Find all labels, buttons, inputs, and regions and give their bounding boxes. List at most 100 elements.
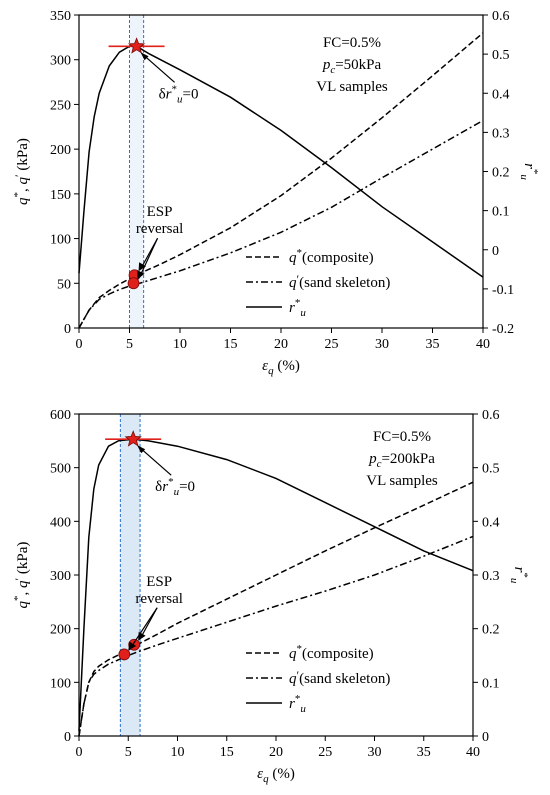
annotation-pc-part: p	[322, 57, 331, 73]
annotation-pc: pc=200kPa	[368, 451, 435, 470]
annotation-pc: pc=50kPa	[322, 57, 382, 76]
y-right-tick-label: -0.2	[492, 322, 514, 337]
annotation-samples: VL samples	[366, 473, 438, 489]
legend: q*(composite) q′(sand skeleton) r*u	[246, 643, 390, 715]
y-left-axis-title-part: (kPa)	[15, 138, 31, 174]
legend-label-part: q	[289, 275, 297, 291]
legend-label-part: u	[300, 703, 306, 715]
legend-label-part: (composite)	[302, 646, 374, 662]
x-tick-label: 20	[274, 337, 288, 352]
y-right-axis-title-part: u	[518, 174, 530, 180]
y-left-tick-label: 250	[50, 98, 71, 113]
esp-arrow	[138, 237, 159, 278]
legend-label: q*(composite)	[289, 643, 374, 662]
y-left-tick-label: 100	[50, 233, 71, 248]
y-right-axis-title: r*u	[518, 163, 540, 180]
x-axis-title-part: ε	[257, 766, 263, 782]
legend-label-part: q	[289, 671, 297, 687]
esp-label-line2: reversal	[135, 591, 182, 607]
annotation-fc: FC=0.5%	[373, 429, 431, 445]
x-tick-label: 35	[426, 337, 440, 352]
y-left-tick-label: 50	[57, 277, 71, 292]
y-left-axis-title-part: q	[15, 600, 31, 608]
x-tick-label: 20	[269, 745, 283, 760]
x-tick-label: 15	[224, 337, 238, 352]
y-right-tick-label: 0.4	[482, 515, 500, 530]
delta-label-part: *	[171, 83, 177, 95]
x-axis-title: εq (%)	[257, 766, 295, 785]
y-right-tick-label: 0.2	[482, 623, 500, 638]
y-right-tick-label: 0	[492, 244, 499, 259]
x-axis-title-part: q	[268, 365, 274, 377]
series-line-dashdot	[78, 535, 474, 737]
y-left-axis-title-part: ,	[15, 184, 31, 192]
y-left-axis-title-part: ′	[12, 174, 26, 177]
x-axis-title: εq (%)	[262, 358, 300, 377]
x-tick-label: 25	[325, 337, 339, 352]
y-right-tick-label: -0.1	[492, 283, 514, 298]
legend-label: q′(sand skeleton)	[289, 668, 390, 687]
y-left-tick-label: 150	[50, 188, 71, 203]
legend-label-part: *	[295, 693, 301, 705]
y-right-axis-title: r*u	[508, 567, 530, 584]
legend-label-part: ′	[297, 668, 300, 682]
y-right-axis-title-part: r	[521, 163, 537, 169]
y-right-tick-label: 0.5	[492, 48, 510, 63]
legend-label-part: (composite)	[302, 250, 374, 266]
y-left-axis-title-part: *	[12, 595, 24, 601]
delta-label-part: r	[162, 479, 168, 495]
chart-1: 0 5 10 15 20 25 30 35 40 0 50 100 150 200 250 300 350 -0.…	[12, 9, 540, 377]
y-left-tick-label: 350	[50, 9, 71, 24]
y-left-axis-title-part: (kPa)	[15, 542, 31, 578]
y-right-axis-title-part: *	[518, 572, 530, 578]
y-right-tick-label: 0.6	[482, 408, 500, 423]
y-left-tick-label: 500	[50, 462, 71, 477]
y-right-tick-label: 0.6	[492, 9, 510, 24]
legend-label-part: u	[300, 307, 306, 319]
x-tick-label: 5	[125, 745, 132, 760]
y-left-axis-title-part: q	[15, 197, 31, 205]
esp-label-line1: ESP	[146, 574, 172, 590]
delta-label-part: δ	[155, 479, 162, 495]
legend-label-part: q	[289, 250, 297, 266]
annotation-pc-part: c	[377, 458, 382, 470]
annotation-pc-part: =200kPa	[381, 451, 435, 467]
legend-label-part: *	[295, 297, 301, 309]
delta-label: δr*u=0	[159, 83, 199, 105]
legend-label: q′(sand skeleton)	[289, 272, 390, 291]
x-tick-label: 5	[126, 337, 133, 352]
x-tick-label: 40	[476, 337, 490, 352]
delta-arrowhead	[137, 445, 146, 454]
delta-arrow	[137, 445, 172, 476]
delta-label-part: *	[168, 476, 174, 488]
y-right-tick-label: 0.4	[492, 87, 510, 102]
esp-arrow	[129, 607, 158, 649]
x-axis-title-part: q	[263, 773, 269, 785]
highlight-band	[129, 15, 144, 328]
legend-label: q*(composite)	[289, 247, 374, 266]
y-left-axis-title-part: q	[15, 176, 31, 184]
y-left-axis-title-part: ,	[15, 588, 31, 596]
y-left-tick-label: 100	[50, 676, 71, 691]
y-right-tick-label: 0.3	[482, 569, 500, 584]
legend-label-part: r	[289, 696, 295, 712]
y-left-axis-title: q*, q′ (kPa)	[12, 542, 31, 609]
x-tick-label: 30	[368, 745, 382, 760]
y-left-tick-label: 0	[64, 730, 71, 745]
x-tick-label: 10	[173, 337, 187, 352]
y-right-tick-label: 0	[482, 730, 489, 745]
esp-label-line1: ESP	[147, 204, 173, 220]
legend-label-part: r	[289, 300, 295, 316]
x-axis-title-part: (%)	[274, 358, 300, 374]
legend: q*(composite)q′(sand skeleton)r*u	[246, 247, 390, 319]
annotation-samples: VL samples	[316, 79, 388, 95]
delta-arrowhead	[140, 52, 149, 61]
esp-arrowhead	[137, 270, 145, 280]
y-left-tick-label: 400	[50, 515, 71, 530]
delta-label-part: u	[177, 93, 183, 105]
x-tick-label: 10	[171, 745, 185, 760]
x-tick-label: 35	[417, 745, 431, 760]
legend-label: r*u	[289, 297, 306, 319]
legend-label-part: q	[289, 646, 297, 662]
